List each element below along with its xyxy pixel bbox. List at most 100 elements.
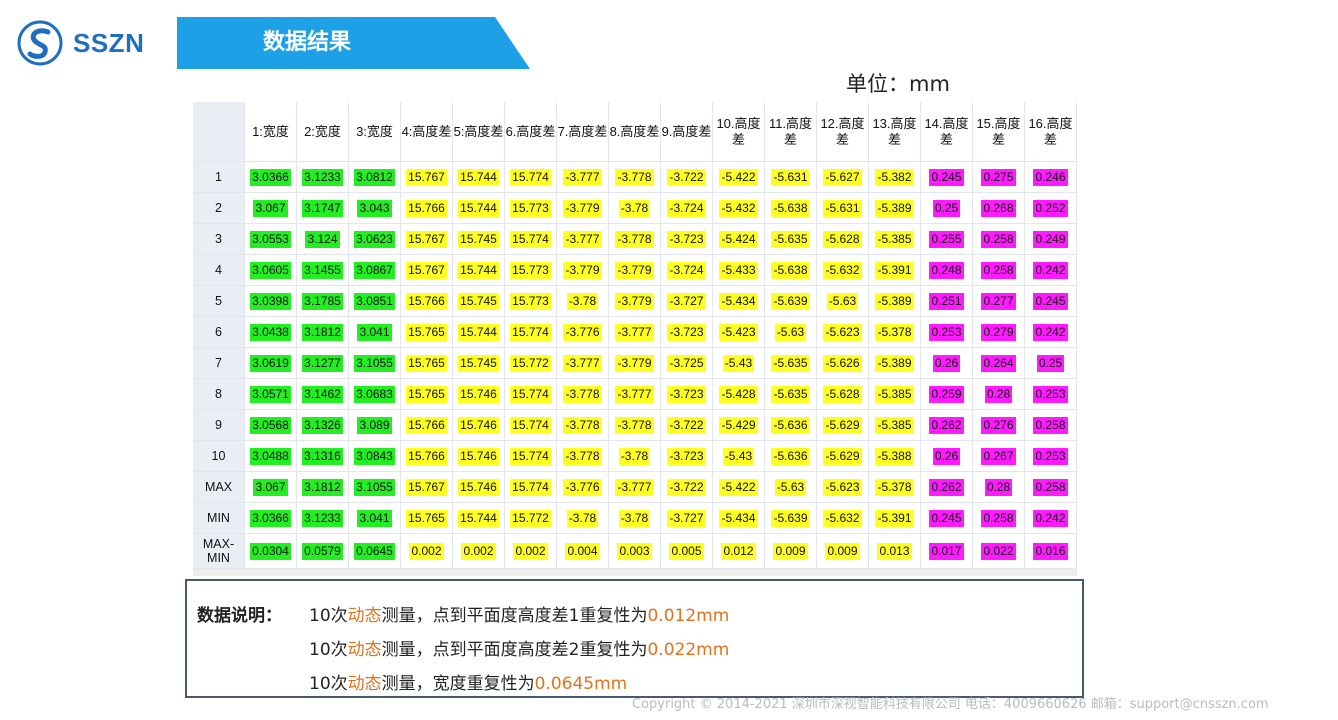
table-cell: 0.258: [1025, 472, 1077, 503]
table-cell: 15.766: [401, 441, 453, 472]
table-cell: -5.432: [713, 193, 765, 224]
cell-value: 0.28: [984, 385, 1013, 403]
table-cell: -3.777: [609, 379, 661, 410]
table-cell: 3.0867: [349, 255, 401, 286]
cell-value: 15.746: [458, 478, 499, 496]
cell-value: -5.638: [771, 261, 810, 279]
table-cell: 3.0488: [245, 441, 297, 472]
table-cell: 0.013: [869, 534, 921, 569]
cell-value: 15.744: [458, 261, 499, 279]
table-cell: -3.727: [661, 503, 713, 534]
section-banner: 数据结果: [177, 17, 530, 69]
cell-value: 15.774: [510, 323, 551, 341]
results-table-container: 1:宽度 2:宽度 3:宽度 4:高度差 5:高度差 6.高度差 7.高度差 8.高度差 9.高…: [193, 102, 1077, 576]
table-cell: 15.746: [453, 441, 505, 472]
table-row: 4 3.0605 3.1455 3.0867 15.767 15.744 15.773 -3.…: [193, 255, 1077, 286]
table-row: 8 3.0571 3.1462 3.0683 15.765 15.746 15.774 -3.…: [193, 379, 1077, 410]
cell-value: -5.391: [875, 261, 914, 279]
cell-value: 0.262: [929, 416, 964, 434]
cell-value: 0.251: [929, 292, 964, 310]
cell-value: -3.723: [667, 447, 706, 465]
cell-value: -3.779: [563, 199, 602, 217]
cell-value: 0.249: [1033, 230, 1068, 248]
table-cell: -5.626: [817, 348, 869, 379]
table-cell: 15.774: [505, 410, 557, 441]
cell-value: -5.63: [826, 292, 859, 310]
table-cell: 0.251: [921, 286, 973, 317]
cell-value: 0.25: [932, 199, 961, 217]
table-cell: 15.744: [453, 503, 505, 534]
cell-value: 3.0623: [354, 230, 395, 248]
brand-logo: SSZN: [17, 20, 144, 66]
table-cell: 15.766: [401, 410, 453, 441]
cell-value: 0.013: [877, 542, 912, 560]
cell-value: 0.002: [409, 542, 444, 560]
cell-value: 3.0366: [250, 168, 291, 186]
cell-value: 15.774: [510, 478, 551, 496]
table-cell: 0.276: [973, 410, 1025, 441]
cell-value: 0.022: [981, 542, 1016, 560]
cell-value: 0.277: [981, 292, 1016, 310]
cell-value: -3.778: [563, 447, 602, 465]
table-cell: 3.0366: [245, 503, 297, 534]
table-cell: 0.002: [401, 534, 453, 569]
table-cell: 15.744: [453, 317, 505, 348]
table-cell: -3.723: [661, 379, 713, 410]
table-cell: -5.635: [765, 348, 817, 379]
column-header: 13.高度差: [869, 102, 921, 162]
cell-value: 15.744: [458, 323, 499, 341]
cell-value: 3.1055: [354, 354, 395, 372]
copyright-footer: Copyright © 2014-2021 深圳市深视智能科技有限公司 电话：4…: [632, 697, 1269, 712]
cell-value: 0.016: [1033, 542, 1068, 560]
table-cell: 3.1785: [297, 286, 349, 317]
cell-value: -3.78: [618, 447, 651, 465]
table-cell: 15.774: [505, 224, 557, 255]
cell-value: 3.0553: [250, 230, 291, 248]
cell-value: -3.722: [667, 478, 706, 496]
table-cell: 0.012: [713, 534, 765, 569]
table-cell: 0.279: [973, 317, 1025, 348]
table-cell: -5.422: [713, 472, 765, 503]
table-cell: 15.773: [505, 193, 557, 224]
cell-value: -3.723: [667, 323, 706, 341]
table-cell: 0.258: [1025, 410, 1077, 441]
table-cell: 15.774: [505, 441, 557, 472]
table-cell: -5.63: [765, 317, 817, 348]
cell-value: -3.779: [563, 261, 602, 279]
table-cell: 3.0438: [245, 317, 297, 348]
table-cell: -5.628: [817, 379, 869, 410]
cell-value: 3.043: [357, 199, 392, 217]
table-cell: 15.744: [453, 162, 505, 193]
row-label: 8: [193, 379, 245, 410]
cell-value: -3.778: [615, 416, 654, 434]
table-cell: -5.638: [765, 255, 817, 286]
table-cell: -3.777: [557, 162, 609, 193]
cell-value: -3.724: [667, 261, 706, 279]
cell-value: 15.746: [458, 416, 499, 434]
unit-label: 单位：mm: [846, 72, 950, 96]
note-accent: 动态: [347, 674, 382, 694]
table-cell: -5.434: [713, 503, 765, 534]
table-cell: -3.724: [661, 193, 713, 224]
table-cell: -3.778: [557, 441, 609, 472]
table-cell: 3.067: [245, 472, 297, 503]
table-cell: 15.744: [453, 255, 505, 286]
table-cell: -3.776: [557, 317, 609, 348]
cell-value: -5.627: [823, 168, 862, 186]
table-row: 5 3.0398 3.1785 3.0851 15.766 15.745 15.773 -3.…: [193, 286, 1077, 317]
table-cell: 0.258: [973, 255, 1025, 286]
table-cell: 0.022: [973, 534, 1025, 569]
cell-value: 15.746: [458, 447, 499, 465]
table-cell: 3.041: [349, 503, 401, 534]
cell-value: 0.004: [565, 542, 600, 560]
table-cell: 15.765: [401, 348, 453, 379]
cell-value: -5.385: [875, 416, 914, 434]
column-header: 7.高度差: [557, 102, 609, 162]
cell-value: 3.0605: [250, 261, 291, 279]
cell-value: -5.389: [875, 292, 914, 310]
cell-value: 0.252: [1033, 199, 1068, 217]
table-cell: -3.78: [557, 503, 609, 534]
cell-value: 3.1462: [302, 385, 343, 403]
notes-label: 数据说明：: [197, 606, 282, 626]
cell-value: 0.253: [1033, 385, 1068, 403]
